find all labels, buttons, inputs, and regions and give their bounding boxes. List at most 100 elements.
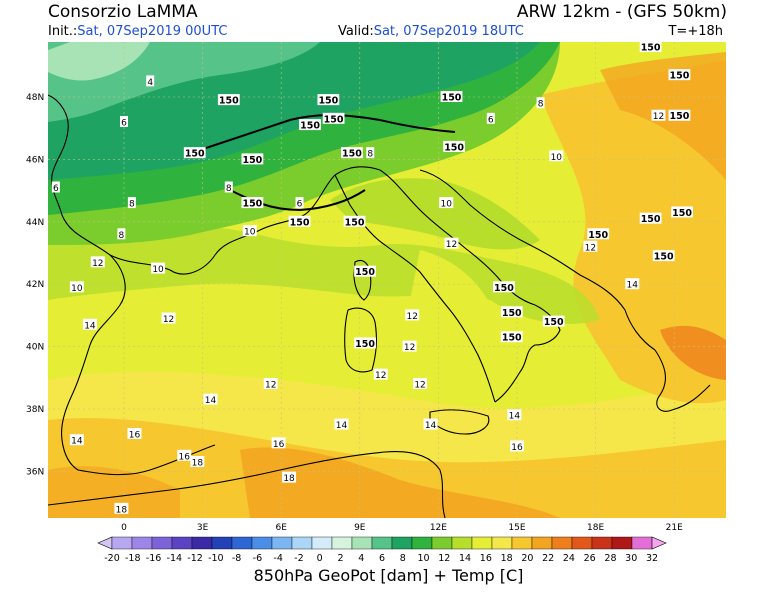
colorbar-tick-label: -8	[232, 553, 241, 564]
colorbar-tick-label: -16	[146, 553, 162, 564]
lat-label: 48N	[26, 93, 44, 103]
geopotential-contour-label: 150	[502, 308, 522, 319]
init-value: Sat, 07Sep2019 00UTC	[77, 24, 228, 39]
temperature-contour-label-bg	[651, 109, 666, 121]
lat-label: 36N	[26, 467, 44, 477]
temperature-contour-label: 18	[283, 474, 295, 484]
colorbar-swatch	[131, 536, 153, 550]
geopotential-contour-label-bg	[288, 215, 311, 227]
temperature-contour-label-bg	[127, 427, 142, 439]
colorbar-swatch	[491, 536, 513, 550]
temperature-contour-label: 8	[119, 231, 125, 241]
temperature-contour-label: 4	[147, 78, 153, 88]
geopotential-contour-label-bg	[354, 265, 376, 277]
geopotential-contour-label-bg	[652, 250, 675, 262]
temperature-contour-label: 12	[585, 243, 596, 253]
geopotential-contour-label: 150	[242, 199, 262, 210]
geopotential-contour-label-bg	[241, 197, 264, 209]
temperature-contour-label-bg	[69, 434, 84, 446]
geopotential-contour-label: 150	[290, 217, 310, 228]
geopotential-contour-label-bg	[500, 331, 523, 343]
geopotential-contour-label-bg	[341, 147, 363, 159]
colorbar-swatch	[331, 536, 353, 550]
colorbar-tick-label: 14	[459, 553, 471, 564]
colorbar-tick-label: 0	[317, 553, 323, 564]
geopotential-contour-label-bg	[587, 228, 610, 240]
temperature-contour-label: 16	[273, 440, 285, 450]
temperature-contour-label-bg	[282, 471, 297, 483]
geopotential-labels: 150 150 150 150 150 150 150 150 150 150 150 150 150 1…	[183, 41, 693, 350]
temperature-contour-label: 12	[653, 112, 664, 122]
geopotential-contour-label-bg	[668, 109, 691, 121]
temperature-contour-label: 12	[414, 381, 425, 391]
geopotential-contour-label: 150	[345, 217, 365, 228]
colorbar-swatch	[511, 536, 533, 550]
temperature-contour-label: 8	[538, 100, 544, 110]
geopotential-contour-label-bg	[671, 206, 693, 218]
temperature-contour-label-bg	[402, 340, 417, 352]
geopotential-contour-label-bg	[354, 337, 376, 349]
geopotential-contour-label: 150	[670, 71, 690, 82]
colorbar-tick-label: -6	[253, 553, 262, 564]
temperature-contour-label: 12	[446, 240, 457, 250]
temperature-contour-label: 10	[152, 265, 164, 275]
temperature-contour-label: 16	[511, 443, 523, 453]
colorbar-swatch	[551, 536, 573, 550]
geopotential-contour-label-bg	[668, 69, 691, 81]
geopotential-contour-label: 150	[355, 339, 375, 350]
colorbar-tick-label: 24	[563, 553, 575, 564]
temperature-contour-label-bg	[203, 393, 218, 405]
temperature-contour-label-bg	[82, 318, 97, 330]
temperature-contour-label-bg	[69, 281, 84, 293]
model-run-title: ARW 12km - (GFS 50km)	[516, 2, 727, 22]
temperature-contour-label-bg	[263, 378, 278, 390]
colorbar-swatch	[211, 536, 233, 550]
temperature-contour-label: 14	[71, 437, 83, 447]
geopotential-contour-label: 150	[324, 114, 344, 125]
colorbar-swatch	[411, 536, 433, 550]
lon-label: 18E	[587, 523, 604, 533]
colorbar-swatch	[251, 536, 273, 550]
temperature-contour-label: 10	[244, 228, 256, 238]
colorbar-swatch	[531, 536, 553, 550]
lon-label: 3E	[197, 523, 209, 533]
temperature-contour-label-bg	[423, 418, 438, 430]
geopotential-contour-label: 150	[502, 333, 522, 344]
temperature-contour-label-bg	[536, 97, 545, 109]
geopotential-contour-label-bg	[440, 91, 463, 102]
colorbar-tick-label: -2	[294, 553, 303, 564]
lon-label: 21E	[666, 523, 683, 533]
temperature-contour-label: 8	[367, 150, 373, 160]
colorbar-tick-label: -20	[104, 553, 120, 564]
colorbar-tick-label: 12	[438, 553, 450, 564]
geopotential-contour-label: 150	[641, 43, 661, 54]
temperature-contour-label: 10	[71, 284, 83, 294]
colorbar-swatch	[271, 536, 293, 550]
temperature-contour-label-bg	[444, 237, 459, 249]
lat-label: 38N	[26, 405, 44, 415]
geopotential-contour-label: 150	[588, 230, 608, 241]
geopotential-contour-label: 150	[300, 121, 320, 132]
colorbar-tick-label: 10	[417, 553, 429, 564]
colorbar-tick-label: 16	[480, 553, 492, 564]
lat-label: 42N	[26, 280, 44, 290]
temperature-contour-label: 16	[129, 430, 141, 440]
colorbar-swatch	[191, 536, 213, 550]
geopotential-contour-label-bg	[443, 140, 466, 152]
geopotential-contour-label-bg	[317, 94, 340, 106]
geopotential-contour-label-bg	[493, 281, 515, 293]
forecast-hour: T=+18h	[668, 24, 723, 39]
geopotential-contour-label: 150	[355, 267, 375, 278]
colorbar-swatch	[471, 536, 493, 550]
colorbar-tick-label: 2	[337, 553, 343, 564]
graticule	[48, 42, 726, 518]
model-provider-title: Consorzio LaMMA	[48, 2, 198, 22]
temperature-contour-label: 6	[53, 184, 59, 194]
colorbar-swatch	[291, 536, 313, 550]
geopotential-contour-label-bg	[322, 112, 345, 124]
geopotential-contour-label-bg	[639, 41, 662, 53]
temperature-contour-label: 6	[297, 200, 303, 210]
geopotential-contour-label-bg	[639, 212, 662, 224]
